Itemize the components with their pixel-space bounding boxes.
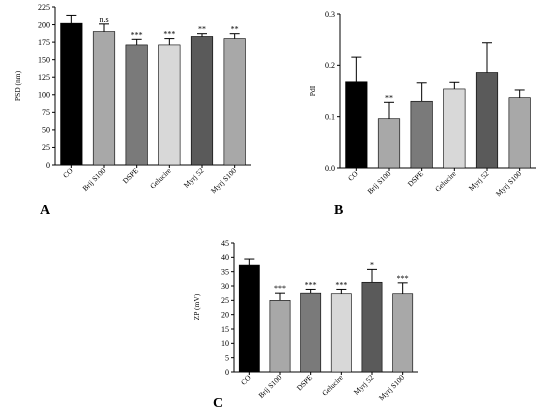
x-tick-label: Brij S100 bbox=[81, 166, 108, 193]
significance-label: ** bbox=[231, 25, 239, 34]
y-axis-label: PdI bbox=[308, 85, 317, 96]
panel-label: A bbox=[40, 203, 51, 218]
y-tick-label: 5 bbox=[225, 353, 229, 362]
significance-label: n.s bbox=[99, 15, 108, 24]
x-tick-label: Gelucire bbox=[148, 166, 173, 191]
bar-co bbox=[60, 22, 83, 166]
significance-label: * bbox=[370, 260, 374, 269]
x-tick-label: Myrj S100 bbox=[209, 166, 238, 195]
y-tick-label: 35 bbox=[221, 267, 229, 276]
y-tick-label: 125 bbox=[38, 73, 50, 82]
x-tick-label: Gelucire bbox=[320, 373, 345, 398]
y-tick-label: 25 bbox=[42, 143, 50, 152]
y-tick-label: 25 bbox=[221, 296, 229, 305]
y-tick-label: 0.1 bbox=[325, 112, 335, 121]
x-tick-label: CO bbox=[239, 373, 253, 387]
y-tick-label: 40 bbox=[221, 253, 229, 262]
x-tick-label: Myrj S100 bbox=[377, 373, 406, 402]
y-tick-label: 100 bbox=[38, 91, 50, 100]
bar-myrj-52 bbox=[190, 36, 214, 166]
significance-label: *** bbox=[274, 284, 286, 293]
y-tick-label: 10 bbox=[221, 339, 229, 348]
bar-myrj-s100 bbox=[223, 38, 246, 166]
x-tick-label: DSPE bbox=[121, 166, 141, 186]
bar-brij-s100 bbox=[269, 300, 291, 373]
bar-dspe bbox=[410, 100, 433, 169]
significance-label: *** bbox=[335, 280, 347, 289]
bar-brij-s100 bbox=[377, 118, 401, 169]
y-tick-label: 0.3 bbox=[325, 10, 335, 19]
panel-psd: 0 25 50 75 100 125 150 175 200 225 PSD (nm) CO Brij … bbox=[13, 3, 251, 218]
x-tick-label: Brij S100 bbox=[366, 169, 393, 196]
panel-zp: 0 5 10 15 20 25 30 35 40 45 ZP (mV) CO Brij S100 *** D… bbox=[192, 239, 418, 411]
bar-co bbox=[345, 81, 368, 169]
bar-dspe bbox=[300, 292, 322, 373]
x-tick-label: CO bbox=[346, 169, 360, 183]
panel-pdi: 0.0 0.1 0.2 0.3 PdI CO Brij S100 ** DSPE Gelucire… bbox=[308, 10, 536, 218]
y-tick-label: 0 bbox=[46, 161, 50, 170]
y-tick-label: 20 bbox=[221, 310, 229, 319]
y-tick-label: 200 bbox=[38, 20, 50, 29]
x-tick-label: CO bbox=[61, 166, 75, 180]
bar-myrj-s100 bbox=[508, 97, 531, 169]
significance-label: ** bbox=[385, 93, 393, 102]
significance-label: *** bbox=[163, 30, 175, 39]
bar-myrj-s100 bbox=[392, 293, 414, 373]
significance-label: *** bbox=[131, 30, 143, 39]
y-tick-label: 0 bbox=[225, 368, 229, 377]
y-tick-label: 0.2 bbox=[325, 61, 335, 70]
bar-myrj-52 bbox=[361, 281, 383, 373]
significance-label: *** bbox=[305, 280, 317, 289]
panel-label: C bbox=[213, 396, 223, 411]
panel-label: B bbox=[334, 203, 343, 218]
bar-dspe bbox=[125, 44, 148, 166]
x-tick-label: Myrj 52 bbox=[352, 373, 376, 397]
significance-label: *** bbox=[397, 274, 409, 283]
bar-gelucire bbox=[158, 44, 181, 166]
bar-co bbox=[238, 264, 260, 373]
bar-gelucire bbox=[330, 293, 352, 373]
x-tick-label: DSPE bbox=[406, 169, 426, 189]
x-tick-label: Myrj S100 bbox=[494, 169, 523, 198]
y-tick-label: 45 bbox=[221, 239, 229, 248]
y-tick-label: 0.0 bbox=[325, 164, 335, 173]
y-tick-label: 150 bbox=[38, 55, 50, 64]
y-tick-label: 30 bbox=[221, 282, 229, 291]
y-axis-label: ZP (mV) bbox=[192, 293, 201, 320]
x-tick-label: Brij S100 bbox=[257, 373, 284, 400]
x-tick-label: Gelucire bbox=[433, 169, 458, 194]
bar-brij-s100 bbox=[92, 31, 116, 166]
bar-myrj-52 bbox=[475, 72, 499, 169]
y-tick-label: 15 bbox=[221, 325, 229, 334]
bar-gelucire bbox=[443, 88, 466, 169]
y-tick-label: 225 bbox=[38, 3, 50, 12]
x-tick-label: Myrj 52 bbox=[182, 166, 206, 190]
y-tick-label: 50 bbox=[42, 126, 50, 135]
y-tick-label: 75 bbox=[42, 108, 50, 117]
x-tick-label: Myrj 52 bbox=[467, 169, 491, 193]
y-axis-label: PSD (nm) bbox=[13, 70, 22, 101]
y-tick-label: 175 bbox=[38, 38, 50, 47]
significance-label: ** bbox=[198, 25, 206, 34]
x-tick-label: DSPE bbox=[295, 373, 315, 393]
